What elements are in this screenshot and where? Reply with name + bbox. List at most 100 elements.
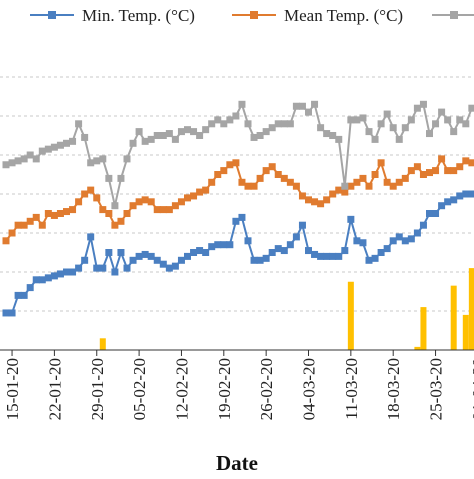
data-point: [420, 101, 427, 108]
data-point: [414, 163, 421, 170]
data-point: [214, 171, 221, 178]
data-point: [468, 191, 474, 198]
data-point: [245, 183, 252, 190]
data-point: [275, 171, 282, 178]
data-point: [257, 175, 264, 182]
data-point: [432, 120, 439, 127]
data-point: [87, 187, 94, 194]
data-point: [160, 132, 167, 139]
data-point: [57, 142, 64, 149]
rain-bar: [451, 286, 457, 350]
data-point: [214, 116, 221, 123]
data-point: [87, 159, 94, 166]
data-point: [251, 134, 258, 141]
data-point: [372, 136, 379, 143]
data-point: [353, 237, 360, 244]
data-point: [196, 247, 203, 254]
data-point: [257, 132, 264, 139]
series-line: [6, 104, 472, 205]
data-point: [220, 241, 227, 248]
data-point: [15, 292, 22, 299]
data-point: [136, 253, 143, 260]
data-point: [105, 210, 112, 217]
data-point: [456, 192, 463, 199]
data-point: [232, 218, 239, 225]
data-point: [359, 239, 366, 246]
legend-swatch-marker: [48, 11, 56, 19]
data-point: [39, 276, 46, 283]
data-point: [238, 101, 245, 108]
data-point: [3, 309, 10, 316]
data-point: [402, 237, 409, 244]
data-point: [347, 183, 354, 190]
data-point: [190, 128, 197, 135]
data-point: [190, 192, 197, 199]
data-point: [287, 241, 294, 248]
data-point: [15, 222, 22, 229]
data-point: [69, 138, 76, 145]
x-tick-label: 11-03-20: [342, 358, 361, 420]
data-point: [438, 109, 445, 116]
data-point: [81, 191, 88, 198]
data-point: [226, 116, 233, 123]
data-point: [99, 265, 106, 272]
data-point: [208, 243, 215, 250]
data-point: [396, 179, 403, 186]
data-point: [420, 222, 427, 229]
data-point: [51, 272, 58, 279]
data-point: [81, 134, 88, 141]
data-point: [462, 157, 469, 164]
data-point: [323, 130, 330, 137]
data-point: [432, 210, 439, 217]
data-point: [384, 179, 391, 186]
data-point: [105, 175, 112, 182]
x-tick-label: 15-01-20: [3, 358, 22, 420]
data-point: [263, 128, 270, 135]
data-point: [299, 192, 306, 199]
data-point: [251, 183, 258, 190]
data-point: [136, 128, 143, 135]
data-point: [45, 210, 52, 217]
data-point: [384, 245, 391, 252]
data-point: [9, 159, 16, 166]
data-point: [359, 114, 366, 121]
data-point: [75, 120, 82, 127]
data-point: [105, 249, 112, 256]
data-point: [117, 249, 124, 256]
data-point: [287, 179, 294, 186]
data-point: [329, 191, 336, 198]
data-point: [245, 120, 252, 127]
data-point: [172, 263, 179, 270]
data-point: [408, 116, 415, 123]
data-point: [184, 126, 191, 133]
data-point: [33, 155, 40, 162]
data-point: [63, 140, 70, 147]
x-tick-label: 26-02-20: [257, 358, 276, 420]
data-point: [444, 167, 451, 174]
data-point: [172, 202, 179, 209]
data-point: [166, 130, 173, 137]
data-point: [317, 200, 324, 207]
data-point: [396, 136, 403, 143]
rain-bar: [469, 268, 474, 350]
data-point: [378, 159, 385, 166]
data-point: [281, 120, 288, 127]
series-group: [3, 155, 474, 244]
data-point: [124, 210, 131, 217]
data-point: [39, 222, 46, 229]
data-point: [154, 206, 161, 213]
data-point: [299, 222, 306, 229]
data-point: [263, 255, 270, 262]
data-point: [305, 247, 312, 254]
data-point: [299, 103, 306, 110]
data-point: [311, 251, 318, 258]
x-axis-title: Date: [216, 451, 258, 474]
data-point: [45, 146, 52, 153]
data-point: [57, 270, 64, 277]
data-point: [130, 257, 137, 264]
data-point: [142, 196, 149, 203]
data-point: [462, 120, 469, 127]
data-point: [275, 245, 282, 252]
data-point: [160, 206, 167, 213]
